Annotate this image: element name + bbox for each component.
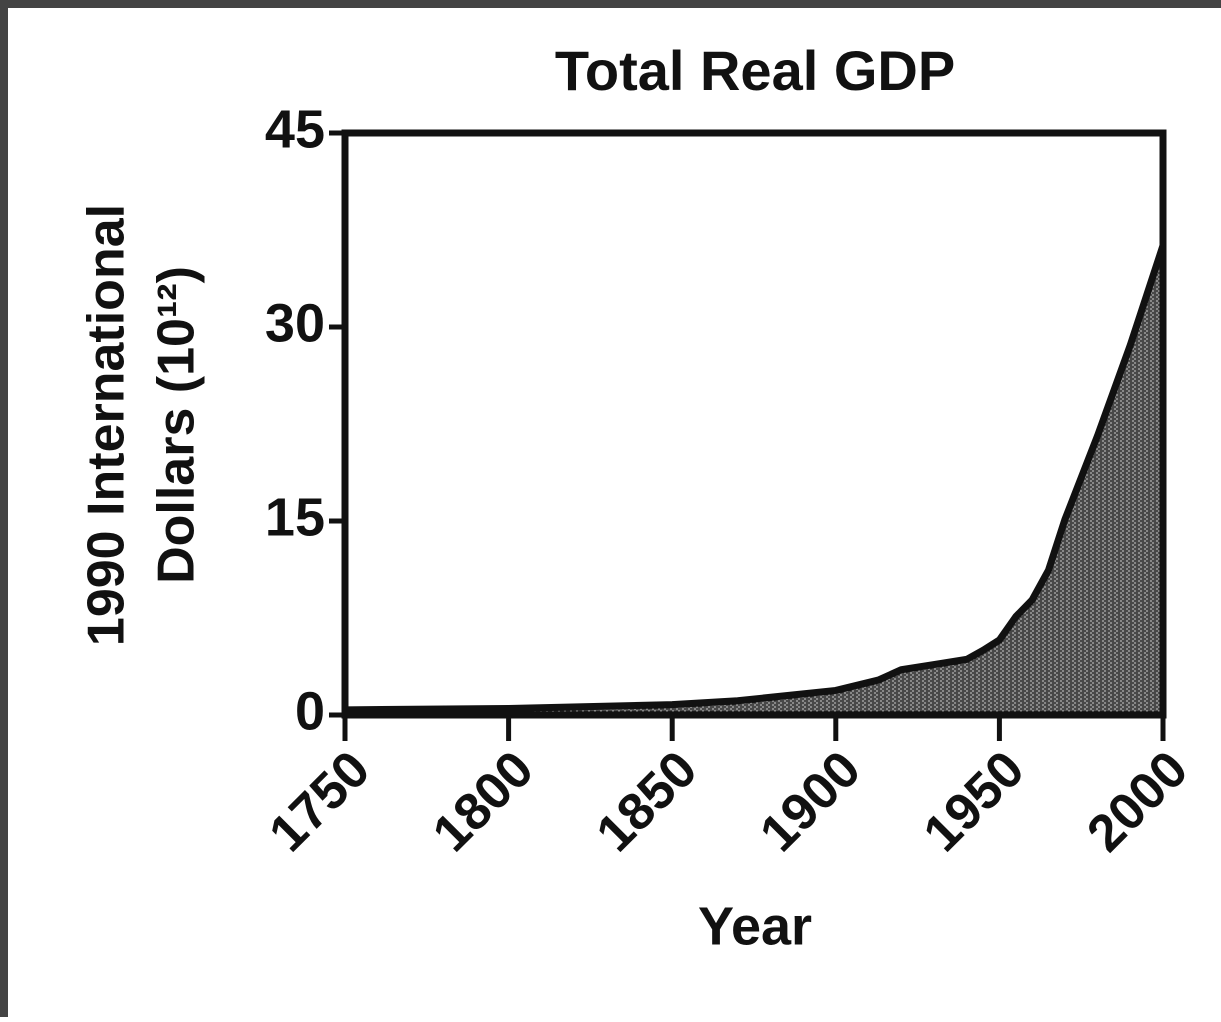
area (345, 245, 1163, 715)
plot-frame (341, 129, 1167, 719)
x-tick-label: 1850 (586, 740, 709, 863)
frame-left (0, 0, 8, 1017)
frame-top (0, 0, 1221, 8)
y-axis-label: Dollars (10¹²) (148, 266, 206, 584)
y-tick-label: 0 (295, 681, 325, 741)
x-tick-label: 2000 (1076, 740, 1199, 863)
x-tick-label: 1800 (422, 740, 545, 863)
x-axis-label: Year (698, 896, 812, 956)
y-tick-label: 45 (265, 99, 325, 159)
x-tick-label: 1900 (749, 740, 872, 863)
chart-title: Total Real GDP (555, 39, 955, 102)
line (344, 244, 1167, 714)
y-tick-label: 15 (265, 487, 325, 547)
y-axis-label: 1990 International (78, 204, 136, 646)
x-tick-label: 1950 (913, 740, 1036, 863)
y-tick-label: 30 (265, 293, 325, 353)
x-tick-label: 1750 (258, 740, 381, 863)
